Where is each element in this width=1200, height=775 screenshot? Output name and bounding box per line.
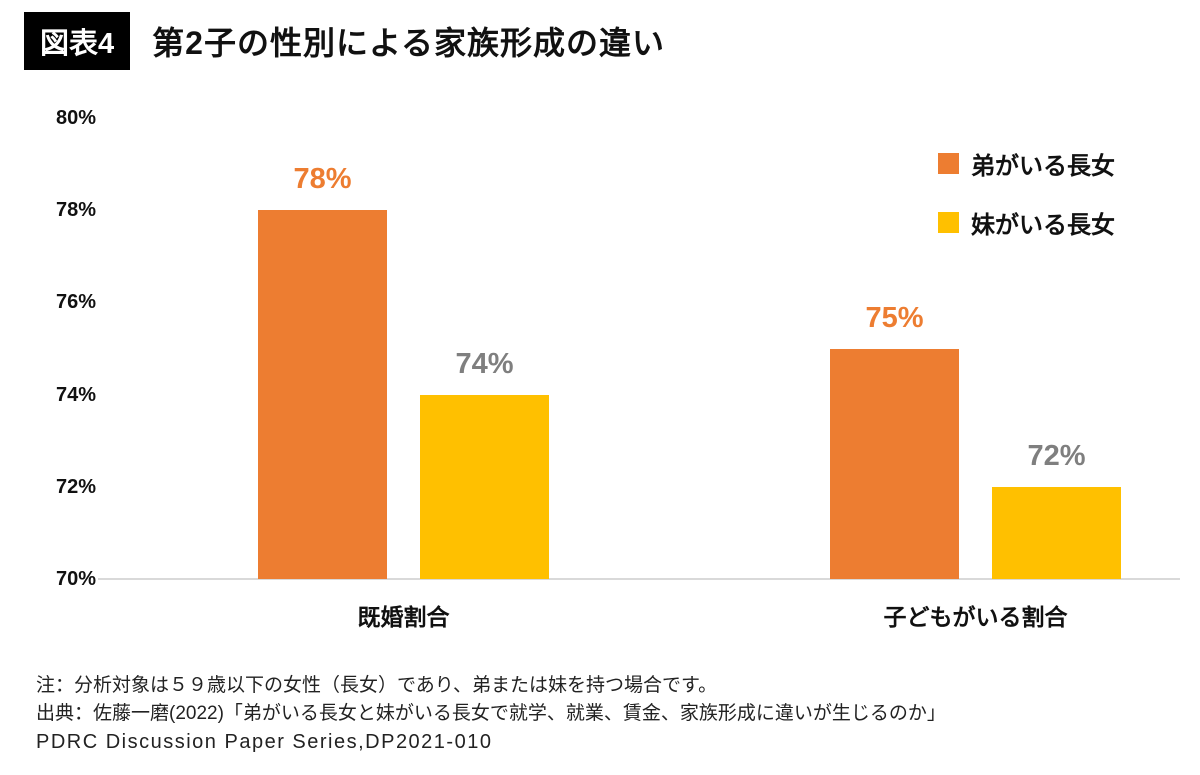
y-tick-label: 74% [55, 383, 96, 406]
legend: 弟がいる長女 妹がいる長女 [938, 146, 1115, 264]
category-label: 既婚割合 [357, 604, 450, 630]
legend-swatch-icon [938, 153, 959, 174]
legend-item: 妹がいる長女 [938, 205, 1115, 240]
y-tick-label: 70% [55, 568, 96, 590]
bar-younger-sister-1 [992, 486, 1121, 579]
note-source: 出典：佐藤一磨(2022)「弟がいる長女と妹がいる長女で就学、就業、賃金、家族形… [36, 703, 946, 724]
bar-value-label: 72% [1027, 439, 1086, 472]
figure-title: 第2子の性別による家族形成の違い [152, 25, 665, 61]
plot-area: 78% 74% 75% 72% [98, 118, 1180, 580]
figure-header: 図表4 第2子の性別による家族形成の違い [24, 12, 665, 70]
legend-swatch-icon [938, 212, 959, 233]
y-tick-label: 72% [55, 475, 96, 498]
footnotes: 注：分析対象は５９歳以下の女性（長女）であり、弟または妹を持つ場合です。 出典：… [36, 672, 1186, 756]
legend-item: 弟がいる長女 [938, 146, 1115, 181]
category-label: 子どもがいる割合 [883, 604, 1068, 630]
figure-number-badge: 図表4 [24, 12, 131, 70]
note-analysis: 注：分析対象は５９歳以下の女性（長女）であり、弟または妹を持つ場合です。 [36, 675, 718, 696]
bar-older-brother-1 [830, 348, 959, 579]
y-tick-label: 80% [55, 107, 96, 129]
x-axis-baseline [98, 578, 1180, 580]
bar-value-label: 74% [455, 347, 514, 380]
bar-younger-sister-0 [420, 394, 549, 579]
bar-older-brother-0 [258, 210, 387, 579]
legend-label: 妹がいる長女 [971, 212, 1115, 239]
bar-value-label: 78% [293, 163, 352, 196]
y-tick-label: 76% [55, 291, 96, 314]
y-tick-label: 78% [55, 199, 96, 222]
note-source-series: PDRC Discussion Paper Series,DP2021-010 [36, 731, 493, 753]
bar-value-label: 75% [865, 301, 924, 334]
legend-label: 弟がいる長女 [971, 153, 1115, 180]
